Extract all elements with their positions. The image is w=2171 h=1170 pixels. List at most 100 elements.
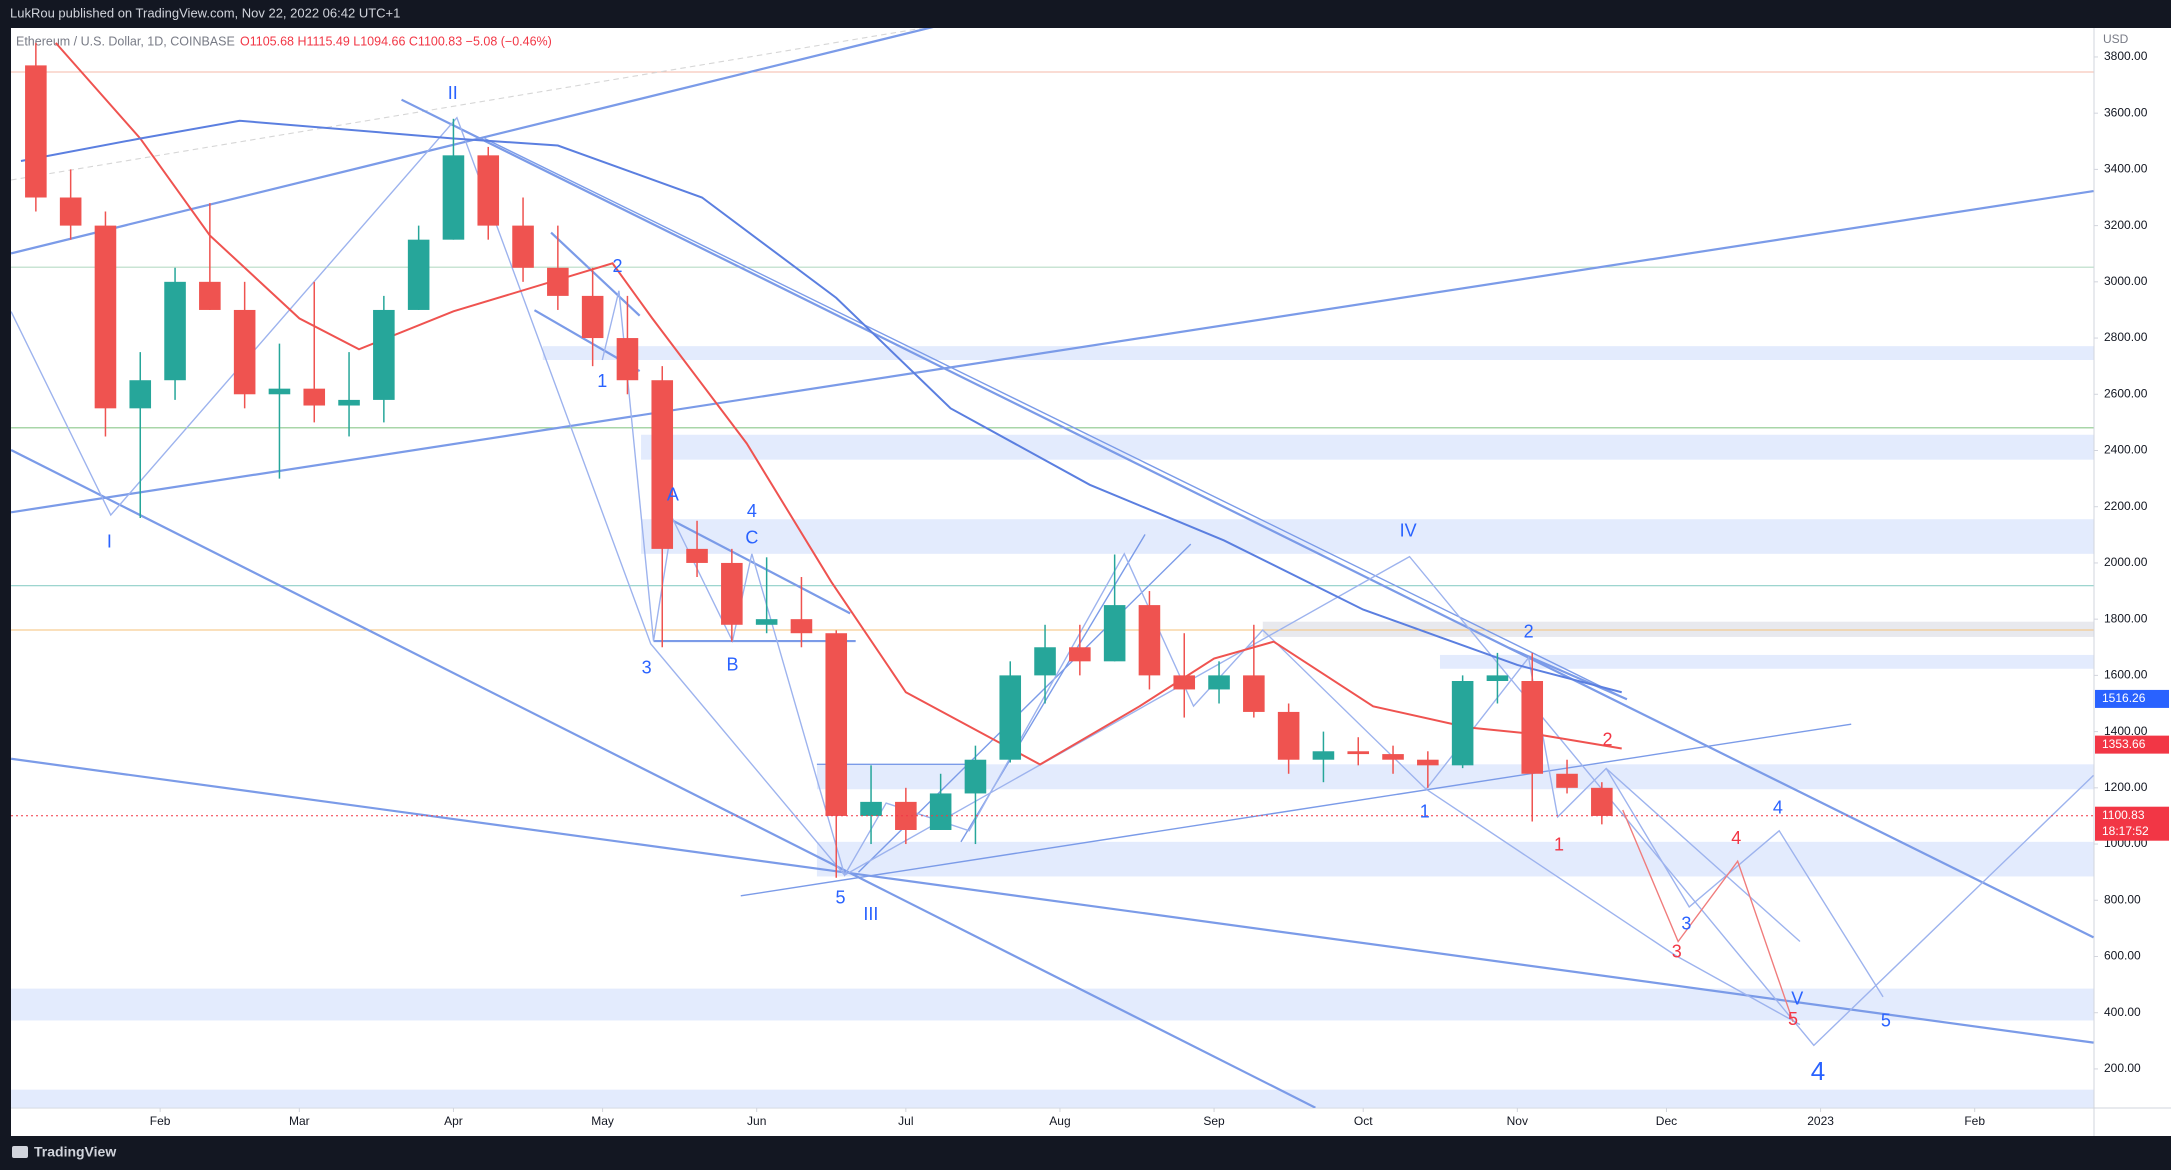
x-tick-label: Jul bbox=[898, 1114, 913, 1128]
candle bbox=[477, 146, 500, 240]
candle bbox=[1312, 731, 1335, 783]
x-tick-label: Jun bbox=[747, 1114, 766, 1128]
wave-label: 1 bbox=[1554, 835, 1564, 855]
wave-label: C bbox=[745, 527, 758, 547]
zone bbox=[1439, 654, 2094, 669]
wave-label: 4 bbox=[1731, 828, 1741, 848]
candle-body bbox=[929, 793, 952, 830]
x-tick-label: Mar bbox=[289, 1114, 310, 1128]
price-tag-label: 1353.66 bbox=[2102, 737, 2146, 751]
wave-label: 2 bbox=[1603, 730, 1613, 750]
plot-area bbox=[11, 28, 2094, 1136]
candle-body bbox=[164, 281, 186, 381]
zone bbox=[641, 434, 2094, 460]
candle bbox=[1556, 759, 1578, 794]
candle-body bbox=[1069, 647, 1091, 662]
x-tick-label: May bbox=[591, 1114, 614, 1128]
price-tag bbox=[2095, 806, 2169, 841]
wave-label: 3 bbox=[1672, 941, 1682, 961]
candle bbox=[860, 765, 882, 845]
zone bbox=[11, 988, 2094, 1021]
candle bbox=[1103, 554, 1126, 662]
y-tick-label: 400.00 bbox=[2104, 1005, 2141, 1019]
candle bbox=[303, 281, 326, 423]
candle bbox=[547, 225, 569, 310]
candle bbox=[338, 352, 360, 437]
wave-label: 5 bbox=[835, 887, 845, 907]
level bbox=[11, 28, 927, 181]
wave-label: 4 bbox=[1811, 1056, 1825, 1086]
candle bbox=[1277, 703, 1300, 774]
y-tick-label: 3400.00 bbox=[2104, 162, 2148, 176]
wave-label: 2 bbox=[1524, 622, 1534, 642]
price-tag-label: 1516.26 bbox=[2102, 691, 2146, 705]
candle bbox=[1034, 624, 1056, 704]
y-tick-label: 1600.00 bbox=[2104, 668, 2148, 682]
candle-body bbox=[1417, 759, 1439, 766]
candle bbox=[1069, 624, 1091, 676]
wave-label: 1 bbox=[597, 371, 607, 391]
y-tick-label: 1400.00 bbox=[2104, 724, 2148, 738]
candle bbox=[1243, 624, 1265, 718]
x-tick-label: Oct bbox=[1354, 1114, 1373, 1128]
countdown: 18:17:52 bbox=[2102, 824, 2149, 838]
candle-body bbox=[338, 399, 360, 406]
candle-body bbox=[233, 309, 256, 395]
candle-body bbox=[721, 562, 743, 625]
candle bbox=[790, 576, 813, 648]
candle bbox=[1208, 661, 1230, 704]
candle-body bbox=[999, 675, 1022, 760]
candle-body bbox=[94, 225, 117, 409]
trendline bbox=[740, 723, 1852, 897]
x-tick-label: Feb bbox=[1964, 1114, 1985, 1128]
candle bbox=[651, 366, 674, 648]
candle bbox=[129, 352, 152, 518]
wave-label: IV bbox=[1400, 520, 1417, 540]
price-tag-label: 1100.83 bbox=[2102, 808, 2145, 822]
candle-body bbox=[1451, 681, 1474, 766]
price-tag bbox=[2095, 735, 2169, 754]
wave-label: 3 bbox=[1681, 914, 1691, 934]
candle-body bbox=[825, 633, 848, 816]
wave-label: V bbox=[1791, 988, 1803, 1008]
wave-label: II bbox=[448, 83, 458, 103]
candle bbox=[929, 773, 952, 830]
candle bbox=[59, 169, 82, 240]
x-tick-label: Sep bbox=[1203, 1114, 1225, 1128]
candle-body bbox=[895, 801, 917, 830]
candle bbox=[268, 343, 291, 479]
logo-icon bbox=[12, 1146, 28, 1158]
x-tick-label: Aug bbox=[1049, 1114, 1070, 1128]
trendline bbox=[11, 189, 2094, 514]
candle-body bbox=[581, 295, 604, 339]
x-tick-label: Nov bbox=[1507, 1114, 1528, 1128]
candle bbox=[25, 42, 47, 212]
candle bbox=[199, 203, 221, 310]
y-tick-label: 3200.00 bbox=[2104, 218, 2148, 232]
y-tick-label: 1800.00 bbox=[2104, 611, 2148, 625]
wave-label: 4 bbox=[747, 501, 757, 521]
zone bbox=[816, 841, 2094, 877]
candle-body bbox=[1243, 675, 1265, 712]
x-tick-label: Feb bbox=[150, 1114, 171, 1128]
y-tick-label: 2600.00 bbox=[2104, 386, 2148, 400]
projection bbox=[1622, 809, 1794, 1023]
y-tick-label: 200.00 bbox=[2104, 1061, 2141, 1075]
candle-body bbox=[512, 225, 534, 268]
x-tick-label: 2023 bbox=[1807, 1114, 1834, 1128]
wave-label: 5 bbox=[1881, 1011, 1891, 1031]
candle bbox=[1486, 652, 1509, 704]
candle-body bbox=[477, 155, 500, 226]
y-tick-label: 2200.00 bbox=[2104, 499, 2148, 513]
x-tick-label: Dec bbox=[1656, 1114, 1677, 1128]
candle-body bbox=[1486, 675, 1509, 682]
candle-body bbox=[407, 239, 430, 310]
candle-body bbox=[1138, 605, 1161, 676]
candle-body bbox=[199, 281, 221, 310]
candle-body bbox=[616, 338, 639, 381]
candle-body bbox=[373, 309, 395, 400]
zone bbox=[542, 346, 2094, 360]
candle bbox=[1417, 751, 1439, 788]
